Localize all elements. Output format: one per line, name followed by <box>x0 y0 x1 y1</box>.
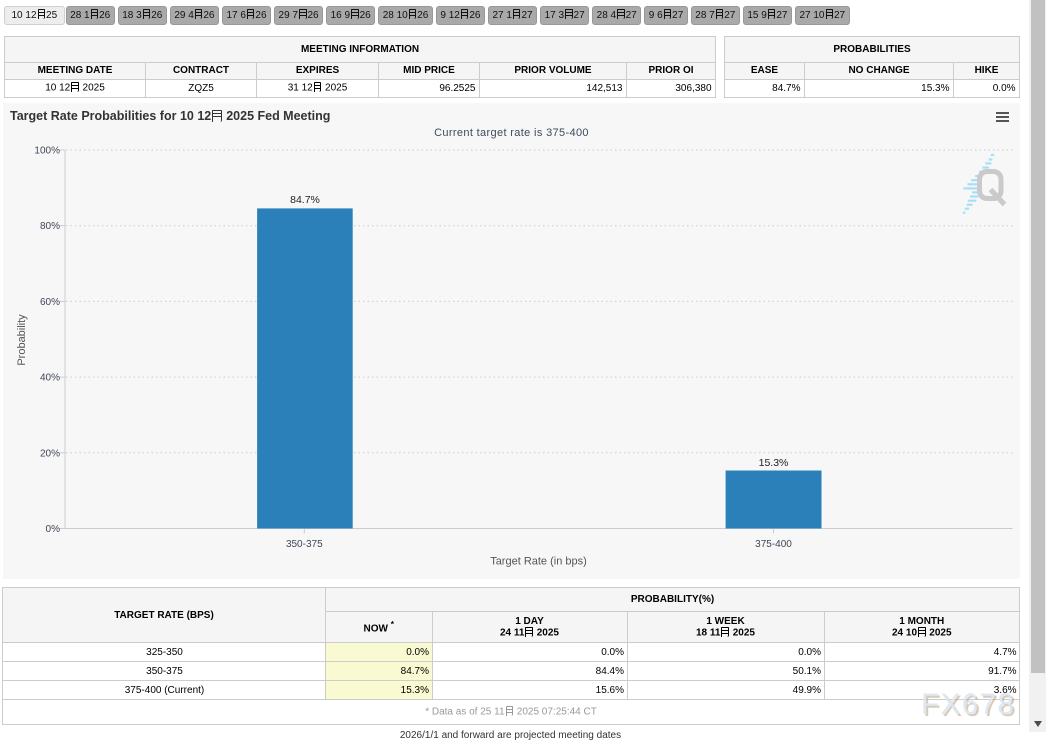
svg-text:80%: 80% <box>40 221 60 232</box>
svg-text:Target Rate (in bps): Target Rate (in bps) <box>490 556 587 568</box>
svg-text:40%: 40% <box>40 373 60 384</box>
svg-text:0%: 0% <box>46 524 61 535</box>
svg-text:60%: 60% <box>40 297 60 308</box>
svg-text:375-400: 375-400 <box>755 539 792 550</box>
svg-text:84.7%: 84.7% <box>290 194 320 206</box>
svg-text:20%: 20% <box>40 448 60 459</box>
svg-text:100%: 100% <box>34 146 60 157</box>
svg-text:350-375: 350-375 <box>286 539 323 550</box>
svg-text:Probability: Probability <box>16 314 28 366</box>
svg-text:15.3%: 15.3% <box>759 457 789 469</box>
